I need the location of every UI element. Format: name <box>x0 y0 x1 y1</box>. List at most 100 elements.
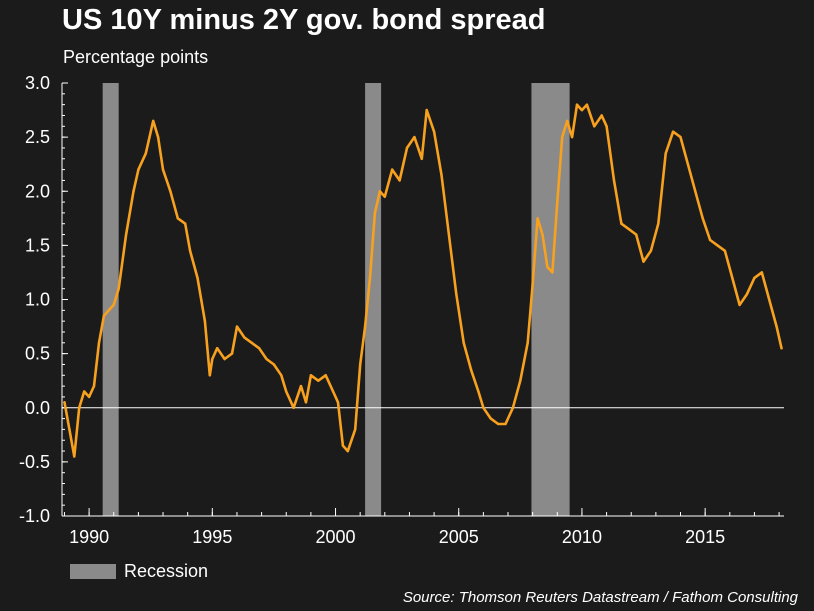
data-point <box>176 217 180 220</box>
data-point <box>440 173 443 177</box>
chart-title: US 10Y minus 2Y gov. bond spread <box>62 4 546 36</box>
data-point <box>753 276 756 280</box>
data-point <box>265 357 268 361</box>
y-tick-label: 0.5 <box>25 344 50 364</box>
data-point <box>462 341 465 344</box>
data-point <box>92 384 96 388</box>
data-point <box>196 276 199 280</box>
data-point <box>309 374 313 377</box>
data-point <box>68 428 71 431</box>
data-point <box>432 130 436 133</box>
data-point <box>649 249 653 252</box>
y-tick-label: 2.0 <box>25 181 50 201</box>
legend-recession-label: Recession <box>124 561 209 581</box>
data-point <box>211 357 214 361</box>
data-point <box>413 135 416 139</box>
data-point <box>519 379 522 382</box>
data-point <box>768 298 771 301</box>
y-tick-label: 1.5 <box>25 235 50 255</box>
data-point <box>304 401 308 404</box>
data-point <box>97 341 101 344</box>
data-point <box>346 449 350 453</box>
data-point <box>124 233 128 236</box>
data-point <box>447 233 451 236</box>
data-point <box>292 406 295 409</box>
data-point <box>477 390 480 393</box>
data-point <box>378 190 382 193</box>
data-point <box>531 282 534 285</box>
data-point <box>117 287 120 290</box>
data-point <box>257 347 261 350</box>
data-point <box>511 406 515 409</box>
data-point <box>82 390 86 393</box>
data-point <box>216 347 219 350</box>
x-tick-label: 2015 <box>685 527 725 547</box>
data-point <box>299 384 303 388</box>
data-point <box>738 303 741 307</box>
data-point <box>541 233 544 236</box>
legend: Recession <box>70 561 208 582</box>
data-point <box>565 119 569 123</box>
data-point <box>383 195 387 198</box>
data-point <box>285 390 288 393</box>
chart-subtitle: Percentage points <box>63 47 209 67</box>
x-tick-label: 2000 <box>315 527 355 547</box>
data-point <box>612 179 616 182</box>
data-point <box>151 119 155 123</box>
data-point <box>331 390 335 393</box>
data-point <box>701 217 704 220</box>
data-point <box>78 406 81 409</box>
data-point <box>580 108 584 112</box>
data-point <box>664 152 667 155</box>
x-tick-label: 2005 <box>439 527 479 547</box>
data-point <box>188 249 192 252</box>
data-point <box>627 227 630 231</box>
data-point <box>235 325 239 328</box>
data-point <box>671 130 675 133</box>
x-tick-label: 1995 <box>192 527 232 547</box>
data-point <box>73 455 76 458</box>
data-point <box>489 417 492 420</box>
data-point <box>230 352 234 355</box>
data-point <box>354 428 357 431</box>
data-point <box>358 363 362 366</box>
data-point <box>600 114 603 117</box>
data-point <box>504 422 507 426</box>
data-point <box>137 168 140 171</box>
data-point <box>620 222 623 225</box>
data-point <box>760 271 764 274</box>
data-point <box>642 260 645 263</box>
data-point <box>556 200 559 204</box>
data-point <box>561 135 564 139</box>
data-point <box>324 374 327 377</box>
data-point <box>482 406 485 409</box>
data-point <box>156 135 160 139</box>
data-point <box>405 146 409 150</box>
data-point <box>203 319 207 323</box>
data-point <box>272 363 276 366</box>
data-point <box>363 325 367 328</box>
data-point <box>112 303 115 307</box>
data-point <box>775 325 778 328</box>
data-point <box>223 357 226 361</box>
y-tick-label: 2.5 <box>25 127 50 147</box>
data-point <box>132 190 135 193</box>
data-point <box>368 276 372 280</box>
data-point <box>243 336 246 339</box>
y-tick-label: 3.0 <box>25 73 50 93</box>
data-point <box>585 103 589 106</box>
data-point <box>551 271 554 274</box>
data-point <box>686 162 690 166</box>
x-tick-label: 2010 <box>562 527 602 547</box>
data-point <box>716 244 719 247</box>
data-point <box>745 292 749 296</box>
data-point <box>107 309 111 312</box>
y-tick-label: 1.0 <box>25 290 50 310</box>
x-tick-label: 1990 <box>69 527 109 547</box>
data-point <box>184 222 187 225</box>
data-point <box>390 168 394 171</box>
data-point <box>144 152 147 155</box>
data-point <box>87 395 91 399</box>
data-point <box>341 444 345 447</box>
